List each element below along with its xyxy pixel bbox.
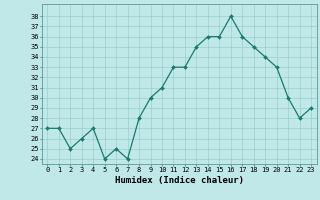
X-axis label: Humidex (Indice chaleur): Humidex (Indice chaleur) [115,176,244,185]
